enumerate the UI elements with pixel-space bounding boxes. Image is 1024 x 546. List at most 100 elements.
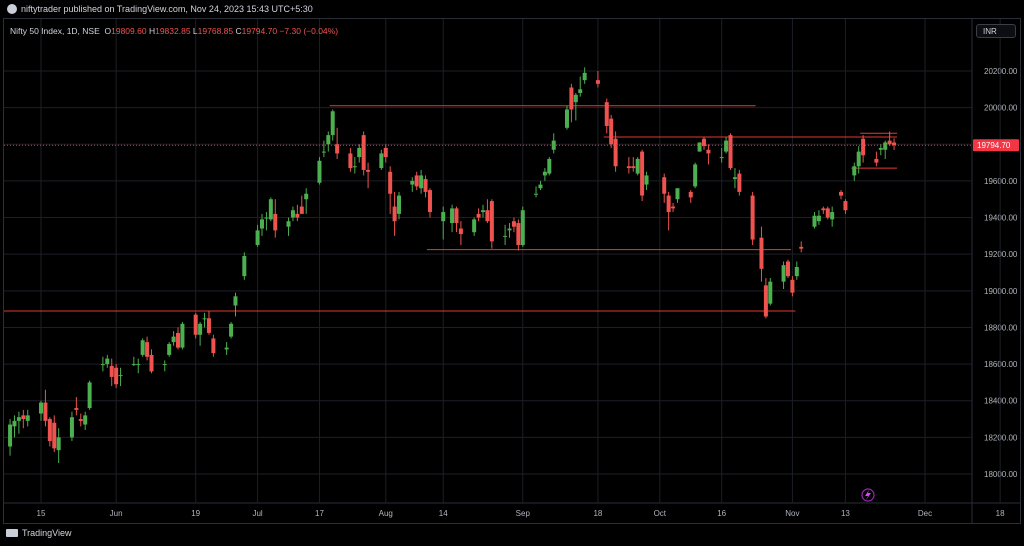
- candle: [229, 321, 234, 339]
- candle-body: [781, 265, 786, 282]
- candle: [644, 171, 649, 191]
- candle-body: [892, 142, 897, 146]
- y-tick-label: 18800.00: [984, 323, 1018, 332]
- candle: [388, 166, 393, 214]
- candle-body: [423, 179, 428, 192]
- candle-body: [887, 140, 892, 145]
- candle: [206, 310, 211, 335]
- candle-body: [750, 195, 755, 240]
- candle-body: [109, 365, 114, 377]
- candle: [366, 162, 371, 189]
- candle-body: [697, 142, 702, 152]
- candle-body: [666, 195, 671, 213]
- candle-body: [476, 213, 481, 218]
- candle-body: [816, 215, 821, 222]
- candle-body: [542, 171, 547, 176]
- candle: [78, 413, 83, 427]
- candle-body: [25, 415, 30, 421]
- candle-body: [180, 323, 185, 348]
- candle-body: [87, 382, 92, 409]
- candle-body: [317, 160, 322, 183]
- candle: [131, 356, 136, 366]
- candle: [8, 419, 13, 456]
- candle-body: [458, 228, 463, 235]
- candle: [255, 224, 260, 247]
- legend-symbol: Nifty 50 Index, 1D, NSE: [10, 26, 100, 36]
- legend-close-label: C: [235, 26, 242, 36]
- candle: [290, 206, 295, 222]
- candle: [706, 144, 711, 165]
- candle: [719, 147, 724, 163]
- flash-icon: [861, 488, 875, 502]
- candle-body: [507, 228, 512, 231]
- candle: [887, 131, 892, 147]
- candle-body: [43, 402, 48, 421]
- chart-pane[interactable]: 18000.00 18200.00 18400.00 18600.00 18800.00…: [3, 18, 1021, 524]
- candle-body: [609, 118, 614, 145]
- x-tick-label: 13: [841, 509, 850, 518]
- candle: [379, 149, 384, 170]
- candle: [114, 364, 119, 388]
- currency-button[interactable]: INR: [976, 24, 1016, 38]
- candle: [383, 144, 388, 163]
- candle: [472, 217, 477, 236]
- candle: [635, 157, 640, 176]
- x-tick-label: 16: [717, 509, 726, 518]
- candle: [516, 219, 521, 251]
- candle-body: [830, 212, 835, 220]
- candle-body: [604, 102, 609, 126]
- candle: [260, 213, 264, 236]
- candle: [799, 241, 804, 253]
- candle: [162, 360, 167, 372]
- candle: [564, 105, 569, 130]
- candle-body: [361, 135, 366, 170]
- candle-body: [348, 153, 353, 169]
- candle: [317, 157, 322, 185]
- candle: [631, 157, 636, 172]
- candle-body: [737, 173, 742, 192]
- candle-body: [573, 94, 578, 103]
- candle-body: [472, 219, 477, 233]
- candle: [693, 162, 698, 189]
- candle-body: [326, 135, 331, 145]
- candle: [825, 206, 830, 220]
- candle-body: [16, 417, 21, 421]
- candle-body: [383, 147, 388, 158]
- candle-body: [78, 419, 83, 421]
- candle: [198, 321, 203, 346]
- candle: [626, 157, 631, 174]
- candle: [702, 136, 706, 150]
- candle-body: [547, 158, 552, 174]
- legend-open-label: O: [104, 26, 112, 36]
- candle-body: [662, 177, 667, 194]
- candle-body: [242, 256, 247, 277]
- candle: [211, 334, 216, 357]
- candle: [47, 417, 52, 447]
- candle: [732, 168, 737, 189]
- candle-body: [794, 267, 799, 277]
- candle-body: [330, 111, 335, 136]
- candle-body: [640, 151, 645, 196]
- candle-body: [454, 208, 459, 224]
- candle-body: [224, 347, 229, 350]
- candle-body: [644, 175, 649, 185]
- y-tick-label: 20200.00: [984, 67, 1018, 76]
- flash-icon-circle: [861, 488, 875, 502]
- candle-body: [47, 419, 52, 442]
- candle: [12, 415, 17, 438]
- candle-body: [613, 138, 618, 167]
- y-tick-label: 18200.00: [984, 433, 1018, 442]
- candle: [489, 199, 494, 249]
- legend-low-label: L: [192, 26, 198, 36]
- candle-body: [724, 140, 729, 152]
- candle: [335, 127, 340, 159]
- candle-body: [69, 417, 74, 438]
- y-tick-label: 20000.00: [984, 104, 1018, 113]
- candle: [458, 221, 463, 246]
- candle: [21, 409, 26, 429]
- candle: [39, 400, 43, 421]
- candle: [242, 252, 247, 280]
- candlestick-chart[interactable]: 18000.00 18200.00 18400.00 18600.00 18800.00…: [4, 19, 1020, 523]
- y-tick-label: 19400.00: [984, 214, 1018, 223]
- candle-body: [883, 142, 888, 150]
